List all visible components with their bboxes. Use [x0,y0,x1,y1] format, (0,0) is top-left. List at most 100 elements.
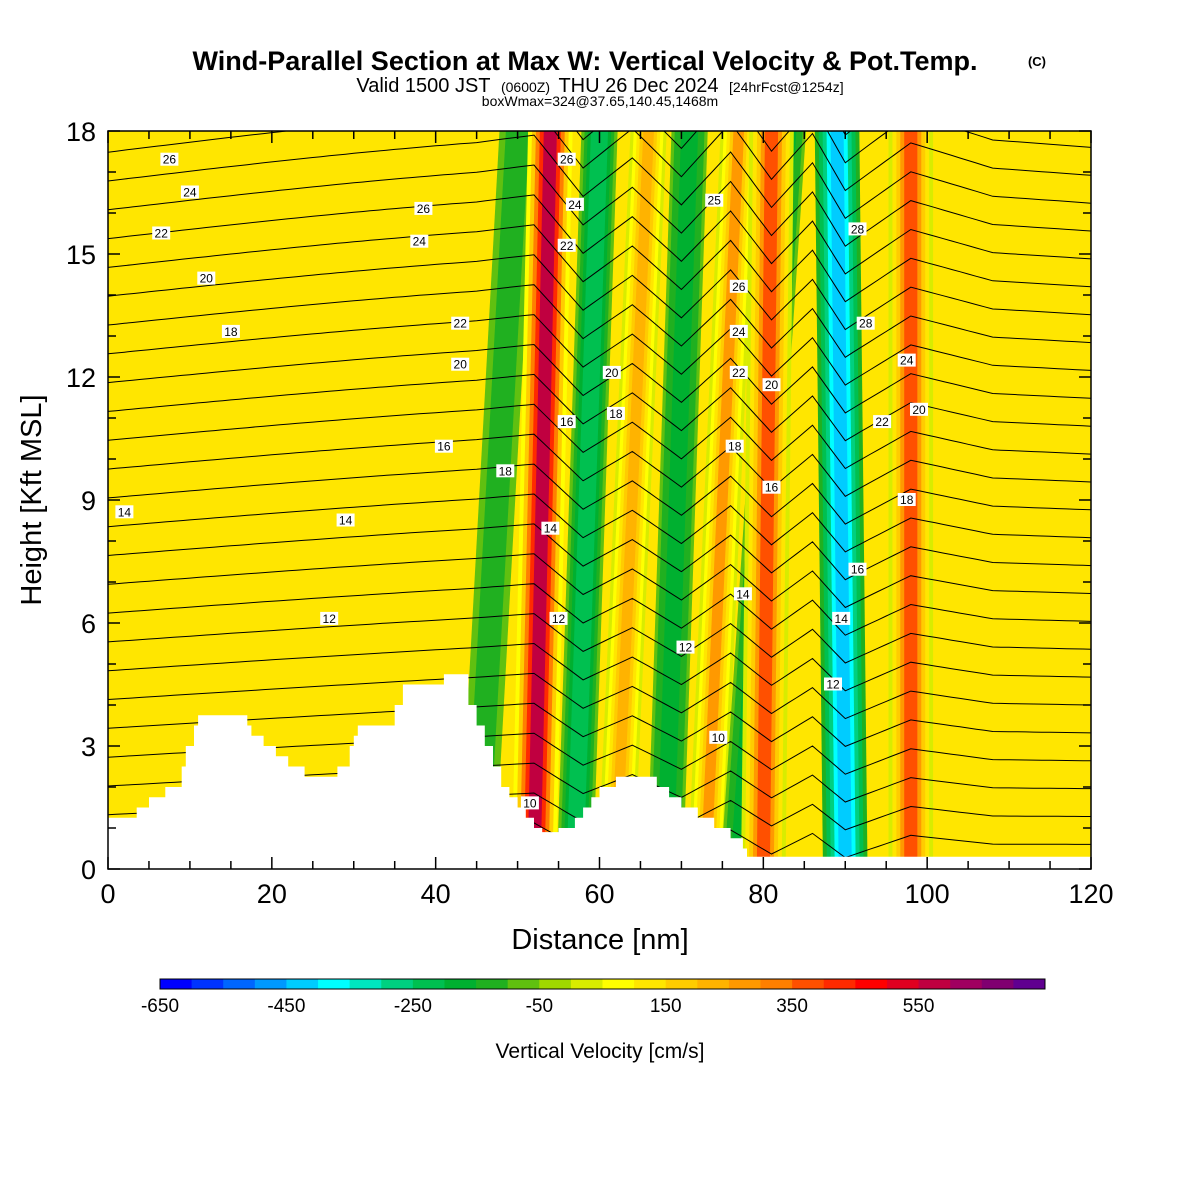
box-info: boxWmax=324@37.65,140.45,1468m [482,93,718,109]
colorbar-swatch [950,979,983,989]
colorbar-label: 550 [903,996,935,1017]
colorbar-swatch [539,979,572,989]
x-tick-label: 100 [905,879,950,909]
colorbar-swatch [191,979,224,989]
contour-label-bg [729,365,748,379]
contour-label: 20 [602,365,621,380]
contour-label-text: 24 [732,325,746,339]
y-axis-label: Height [Kft MSL] [16,394,48,605]
contour-label: 10 [709,730,728,745]
valid-date: THU 26 Dec 2024 [558,75,718,97]
colorbar-frame [159,978,1046,990]
velocity-band-layer [700,131,745,869]
contour-label: 26 [557,152,576,167]
contour-label-bg [762,480,781,494]
contour-label-text: 18 [728,440,742,454]
contour-label: 24 [410,234,429,249]
contour-label-bg [320,611,339,625]
contour-label-text: 20 [912,403,926,417]
contour-label-bg [705,193,724,207]
colorbar-swatch [1013,979,1046,989]
theta-contour [108,134,1091,220]
y-tick-label: 3 [81,732,96,762]
contour-label-bg [336,513,355,527]
contour-label: 12 [824,677,842,692]
contour-label: 20 [762,378,781,392]
x-axis: 0 20 40 60 80 100 120 [100,131,1114,909]
colorbar-swatch [507,979,540,989]
x-axis-label: Distance [nm] [511,924,688,956]
colorbar-label: -250 [394,996,432,1017]
theta-contour [108,583,1091,636]
velocity-band-layer [610,131,654,869]
colorbar-swatch [570,979,603,989]
colorbar-swatch [349,979,382,989]
colorbar-swatch [792,979,825,989]
theta-contour [108,284,1091,358]
contour-label-text: 24 [900,354,914,368]
velocity-band [687,131,757,869]
contour-label: 14 [336,513,355,528]
contour-label-text: 28 [851,222,865,236]
colorbar [159,978,1046,990]
chart-title: Wind-Parallel Section at Max W: Vertical… [193,46,978,76]
contour-label: 24 [897,353,916,368]
contour-label-text: 14 [835,612,849,626]
contour-label: 18 [725,439,744,454]
contour-label-bg [180,185,199,199]
valid-utc: (0600Z) [501,79,550,95]
contour-label-bg [197,271,216,285]
contour-label-text: 12 [323,612,337,626]
contour-label-bg [729,279,748,293]
contour-label-text: 20 [765,378,779,392]
theta-contour [108,702,1091,747]
colorbar-swatch [160,979,193,989]
copyright-mark: (C) [1028,54,1046,69]
theta-contour [108,672,1091,720]
colorbar-swatch [223,979,256,989]
contour-label-bg [557,152,576,166]
contour-label-text: 16 [437,440,451,454]
contour-label: 16 [762,480,781,495]
contour-label-bg [832,611,851,625]
contour-label: 22 [873,415,892,429]
colorbar-swatch [697,979,730,989]
contour-label: 16 [848,562,867,577]
valid-time-line: Valid 1500 JST (0600Z) THU 26 Dec 2024 [… [356,75,843,97]
terrain [108,674,1091,869]
colorbar-swatch [823,979,856,989]
contour-label-text: 26 [732,280,746,294]
theta-contour [108,224,1091,303]
x-tick-label: 40 [421,879,451,909]
contour-label-bg [152,226,171,240]
y-tick-label: 18 [66,117,96,147]
contour-label: 24 [729,324,748,339]
contour-label-bg [221,324,240,338]
contour-label: 12 [549,611,568,626]
contour-label: 16 [434,439,453,454]
contour-label-bg [549,611,568,625]
theta-contour [108,642,1091,692]
contour-label: 16 [557,415,576,429]
colorbar-swatch [254,979,287,989]
theta-contour [108,164,1091,247]
x-tick-label: 0 [100,879,115,909]
contour-label-text: 10 [523,796,537,810]
contour-label-bg [541,521,560,535]
contour-label-bg [434,439,453,453]
contour-label: 22 [729,365,748,380]
contour-label-text: 25 [708,194,722,208]
contour-label-text: 26 [163,153,177,167]
velocity-band-layer [569,131,605,869]
contour-label-bg [557,415,576,429]
contour-label-bg [848,562,867,576]
contour-label-bg [606,406,625,420]
theta-contour [108,343,1091,414]
contour-label-text: 22 [875,415,889,429]
theta-contour [108,194,1091,275]
contour-label: 26 [160,152,179,167]
contour-label: 12 [676,640,695,655]
contour-label-bg [873,415,892,429]
contour-label-text: 14 [544,522,558,536]
contour-label: 26 [729,279,748,294]
